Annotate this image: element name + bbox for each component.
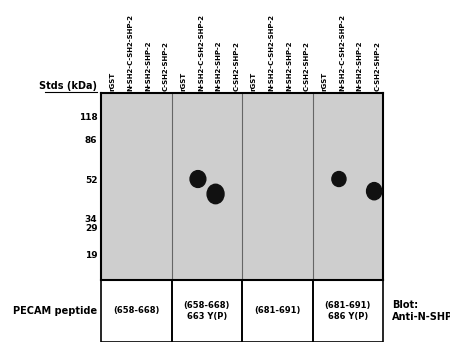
Ellipse shape <box>207 184 224 204</box>
Text: PECAM peptide: PECAM peptide <box>13 306 97 316</box>
Text: C-SH2-SHP-2: C-SH2-SHP-2 <box>374 41 380 91</box>
Text: (658-668): (658-668) <box>113 306 159 316</box>
Text: N-SH2-C-SH2-SHP-2: N-SH2-C-SH2-SHP-2 <box>269 14 274 91</box>
Text: 29: 29 <box>85 224 97 233</box>
Text: N-SH2-C-SH2-SHP-2: N-SH2-C-SH2-SHP-2 <box>198 14 204 91</box>
Text: Stds (kDa): Stds (kDa) <box>40 81 97 91</box>
Text: (658-668)
663 Y(P): (658-668) 663 Y(P) <box>184 301 230 321</box>
Text: rGST: rGST <box>251 72 257 91</box>
Text: N-SH2-SHP-2: N-SH2-SHP-2 <box>145 41 151 91</box>
Ellipse shape <box>332 172 346 186</box>
Text: (681-691): (681-691) <box>254 306 301 316</box>
Text: 52: 52 <box>85 176 97 185</box>
Text: rGST: rGST <box>110 72 116 91</box>
Text: 19: 19 <box>85 251 97 260</box>
Ellipse shape <box>190 171 206 187</box>
Text: (681-691)
686 Y(P): (681-691) 686 Y(P) <box>324 301 371 321</box>
Text: N-SH2-SHP-2: N-SH2-SHP-2 <box>286 41 292 91</box>
Text: C-SH2-SHP-2: C-SH2-SHP-2 <box>163 41 169 91</box>
Text: N-SH2-C-SH2-SHP-2: N-SH2-C-SH2-SHP-2 <box>339 14 345 91</box>
Text: 118: 118 <box>79 113 97 122</box>
Text: Blot:
Anti-N-SHP-2: Blot: Anti-N-SHP-2 <box>392 300 450 322</box>
Text: C-SH2-SHP-2: C-SH2-SHP-2 <box>233 41 239 91</box>
Text: N-SH2-SHP-2: N-SH2-SHP-2 <box>216 41 221 91</box>
Text: rGST: rGST <box>321 72 327 91</box>
Text: 34: 34 <box>85 215 97 224</box>
Text: N-SH2-C-SH2-SHP-2: N-SH2-C-SH2-SHP-2 <box>127 14 134 91</box>
Text: 86: 86 <box>85 136 97 145</box>
Text: C-SH2-SHP-2: C-SH2-SHP-2 <box>304 41 310 91</box>
Text: N-SH2-SHP-2: N-SH2-SHP-2 <box>356 41 363 91</box>
Ellipse shape <box>367 183 382 200</box>
Text: rGST: rGST <box>180 72 186 91</box>
